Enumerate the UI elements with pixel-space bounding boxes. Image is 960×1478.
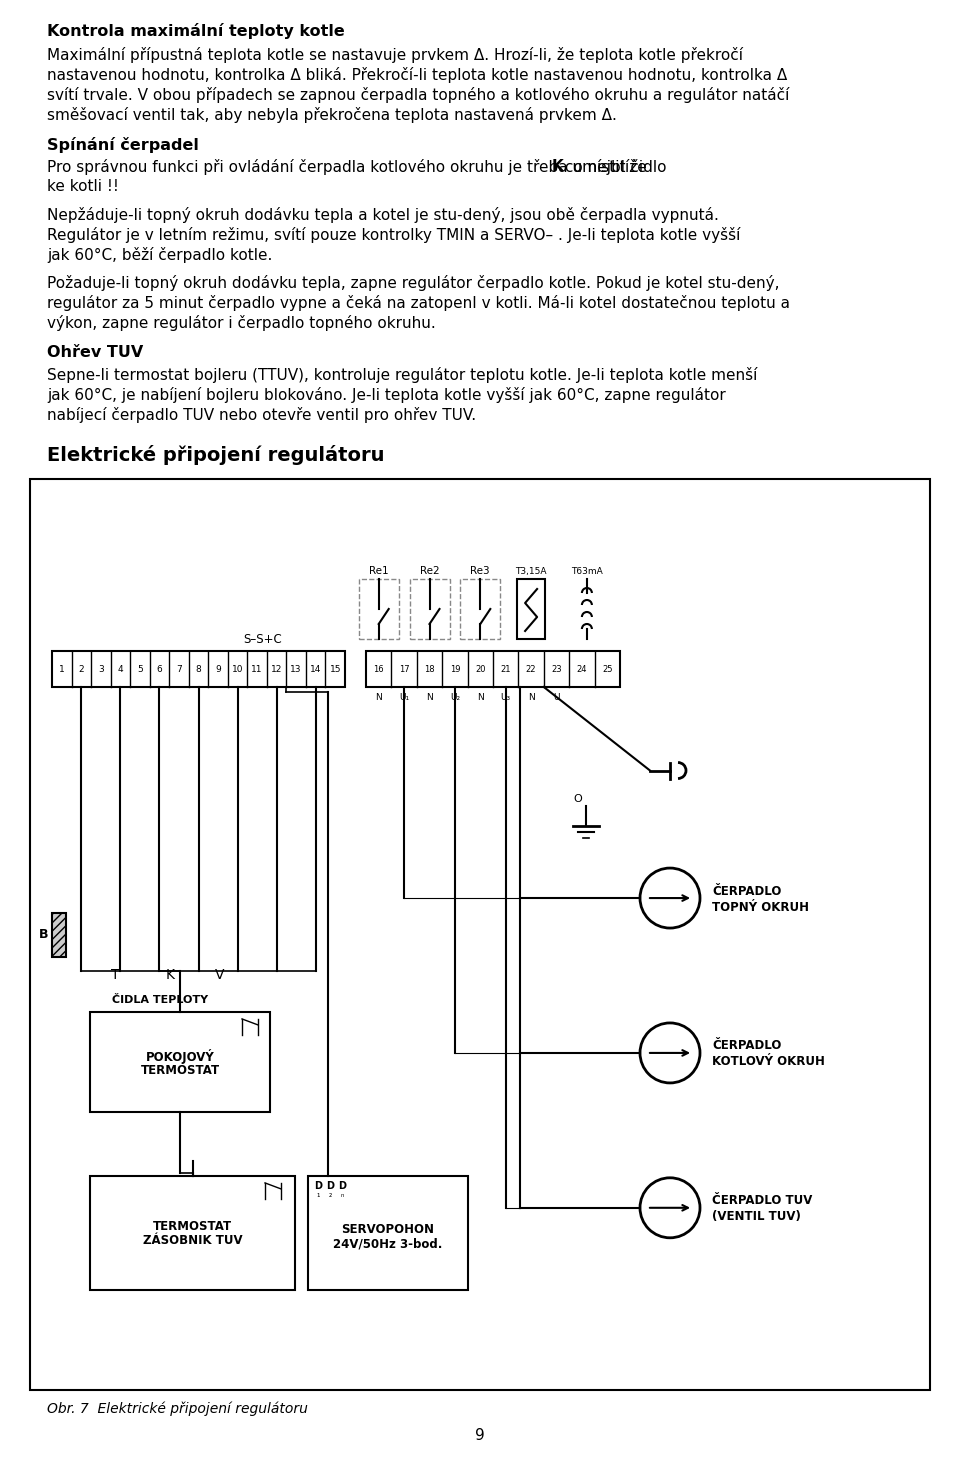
Bar <box>52 650 345 687</box>
Bar <box>366 650 620 687</box>
Text: ₁: ₁ <box>316 1190 320 1199</box>
Text: Nepžáduje-li topný okruh dodávku tepla a kotel je stu-dený, jsou obě čerpadla vy: Nepžáduje-li topný okruh dodávku tepla a… <box>47 207 719 223</box>
Bar <box>460 579 500 638</box>
Text: SERVOPOHON: SERVOPOHON <box>342 1224 435 1237</box>
Text: ČERPADLO TUV: ČERPADLO TUV <box>712 1194 812 1208</box>
Text: Re3: Re3 <box>470 566 491 576</box>
Text: 3: 3 <box>98 665 104 674</box>
Text: T: T <box>110 968 119 983</box>
Text: 10: 10 <box>231 665 243 674</box>
Text: 6: 6 <box>156 665 162 674</box>
Bar <box>410 579 449 638</box>
Text: 11: 11 <box>252 665 263 674</box>
Text: Regulátor je v letním režimu, svítí pouze kontrolky TMIN a SERVO– . Je-li teplot: Regulátor je v letním režimu, svítí pouz… <box>47 228 740 242</box>
Text: D: D <box>338 1181 346 1191</box>
Text: Obr. 7  Elektrické připojení regulátoru: Obr. 7 Elektrické připojení regulátoru <box>47 1403 308 1416</box>
Text: Re2: Re2 <box>420 566 440 576</box>
Text: TOPNÝ OKRUH: TOPNÝ OKRUH <box>712 900 809 913</box>
Text: regulátor za 5 minut čerpadlo vypne a čeká na zatopenI v kotli. Má-li kotel dost: regulátor za 5 minut čerpadlo vypne a če… <box>47 296 790 310</box>
Text: Sepne-li termostat bojleru (TTUV), kontroluje regulátor teplotu kotle. Je-li tep: Sepne-li termostat bojleru (TTUV), kontr… <box>47 367 757 383</box>
Text: TERMOSTAT: TERMOSTAT <box>140 1064 220 1076</box>
Bar <box>52 912 66 956</box>
Text: směšovací ventil tak, aby nebyla překročena teplota nastavená prvkem Δ.: směšovací ventil tak, aby nebyla překroč… <box>47 106 617 123</box>
Text: 1: 1 <box>59 665 64 674</box>
Text: jak 60°C, běží čerpadlo kotle.: jak 60°C, běží čerpadlo kotle. <box>47 247 273 263</box>
Bar <box>308 1176 468 1290</box>
Text: (VENTIL TUV): (VENTIL TUV) <box>712 1210 801 1224</box>
Text: 23: 23 <box>551 665 562 674</box>
Text: K: K <box>165 968 175 983</box>
Text: 12: 12 <box>271 665 282 674</box>
Bar <box>90 1176 295 1290</box>
Text: K: K <box>552 160 564 174</box>
Text: Maximální přípustná teplota kotle se nastavuje prvkem Δ. Hrozí-li, že teplota ko: Maximální přípustná teplota kotle se nas… <box>47 47 743 64</box>
Text: T3,15A: T3,15A <box>516 568 547 576</box>
Bar <box>90 1012 270 1111</box>
Text: N: N <box>426 693 433 702</box>
Text: N: N <box>375 693 382 702</box>
Text: 15: 15 <box>329 665 341 674</box>
Text: 7: 7 <box>176 665 181 674</box>
Text: U₁: U₁ <box>399 693 409 702</box>
Text: U: U <box>553 693 560 702</box>
Text: KOTLOVÝ OKRUH: KOTLOVÝ OKRUH <box>712 1055 825 1069</box>
Text: 21: 21 <box>500 665 511 674</box>
Text: S–S+C: S–S+C <box>244 633 282 646</box>
Text: 9: 9 <box>215 665 221 674</box>
Text: 25: 25 <box>602 665 612 674</box>
Text: ČERPADLO: ČERPADLO <box>712 1039 781 1052</box>
Text: Ohřev TUV: Ohřev TUV <box>47 344 143 361</box>
Bar <box>517 579 545 638</box>
Text: 4: 4 <box>117 665 123 674</box>
Text: Re1: Re1 <box>369 566 389 576</box>
Text: výkon, zapne regulátor i čerpadlo topného okruhu.: výkon, zapne regulátor i čerpadlo topnéh… <box>47 315 436 331</box>
Text: ČERPADLO: ČERPADLO <box>712 884 781 897</box>
Text: 17: 17 <box>398 665 409 674</box>
Text: D: D <box>314 1181 322 1191</box>
Text: U₂: U₂ <box>450 693 460 702</box>
Text: POKOJOVÝ: POKOJOVÝ <box>146 1048 214 1064</box>
Text: nabíjecí čerpadlo TUV nebo otevře ventil pro ohřev TUV.: nabíjecí čerpadlo TUV nebo otevře ventil… <box>47 406 476 423</box>
Text: 13: 13 <box>291 665 301 674</box>
Text: jak 60°C, je nabíjení bojleru blokováno. Je-li teplota kotle vyšší jak 60°C, zap: jak 60°C, je nabíjení bojleru blokováno.… <box>47 387 726 403</box>
Text: B: B <box>38 928 48 941</box>
Text: Elektrické připojení regulátoru: Elektrické připojení regulátoru <box>47 445 385 466</box>
Text: co nejblíže: co nejblíže <box>561 160 647 174</box>
Text: svítí trvale. V obou případech se zapnou čerpadla topného a kotlového okruhu a r: svítí trvale. V obou případech se zapnou… <box>47 87 789 103</box>
Text: 16: 16 <box>373 665 384 674</box>
Text: N: N <box>528 693 535 702</box>
Text: N: N <box>477 693 484 702</box>
Text: ZÁSOBNIK TUV: ZÁSOBNIK TUV <box>143 1234 242 1247</box>
Text: TERMOSTAT: TERMOSTAT <box>153 1221 232 1233</box>
Text: ₂: ₂ <box>328 1190 331 1199</box>
Text: 2: 2 <box>79 665 84 674</box>
Text: 19: 19 <box>449 665 460 674</box>
Text: 18: 18 <box>424 665 435 674</box>
Text: ₙ: ₙ <box>340 1190 344 1199</box>
Text: 24V/50Hz 3-bod.: 24V/50Hz 3-bod. <box>333 1237 443 1250</box>
Text: 22: 22 <box>526 665 537 674</box>
Text: 24: 24 <box>577 665 588 674</box>
Bar <box>359 579 398 638</box>
Text: Kontrola maximální teploty kotle: Kontrola maximální teploty kotle <box>47 24 345 38</box>
Text: D: D <box>326 1181 334 1191</box>
Text: Požaduje-li topný okruh dodávku tepla, zapne regulátor čerpadlo kotle. Pokud je : Požaduje-li topný okruh dodávku tepla, z… <box>47 275 780 291</box>
Text: Spínání čerpadel: Spínání čerpadel <box>47 137 199 154</box>
Bar <box>30 479 930 1389</box>
Text: ČIDLA TEPLOTY: ČIDLA TEPLOTY <box>112 996 208 1005</box>
Text: T63mA: T63mA <box>571 568 603 576</box>
Text: ke kotli !!: ke kotli !! <box>47 179 119 194</box>
Text: U₃: U₃ <box>500 693 511 702</box>
Text: nastavenou hodnotu, kontrolka Δ bliká. Překročí-li teplota kotle nastavenou hodn: nastavenou hodnotu, kontrolka Δ bliká. P… <box>47 67 787 83</box>
Text: 14: 14 <box>310 665 322 674</box>
Text: 9: 9 <box>475 1429 485 1444</box>
Text: 5: 5 <box>137 665 143 674</box>
Text: 20: 20 <box>475 665 486 674</box>
Text: 8: 8 <box>196 665 202 674</box>
Text: O: O <box>574 794 583 804</box>
Text: V: V <box>215 968 225 983</box>
Text: Pro správnou funkci při ovládání čerpadla kotlového okruhu je třeba umístit čidl: Pro správnou funkci při ovládání čerpadl… <box>47 160 671 174</box>
